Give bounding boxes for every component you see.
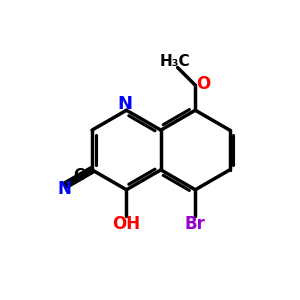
Text: O: O xyxy=(196,75,211,93)
Text: N: N xyxy=(58,180,72,198)
Text: N: N xyxy=(118,95,133,113)
Text: H₃C: H₃C xyxy=(159,53,190,68)
Text: C: C xyxy=(73,168,84,183)
Text: OH: OH xyxy=(112,214,140,232)
Text: Br: Br xyxy=(185,214,206,232)
